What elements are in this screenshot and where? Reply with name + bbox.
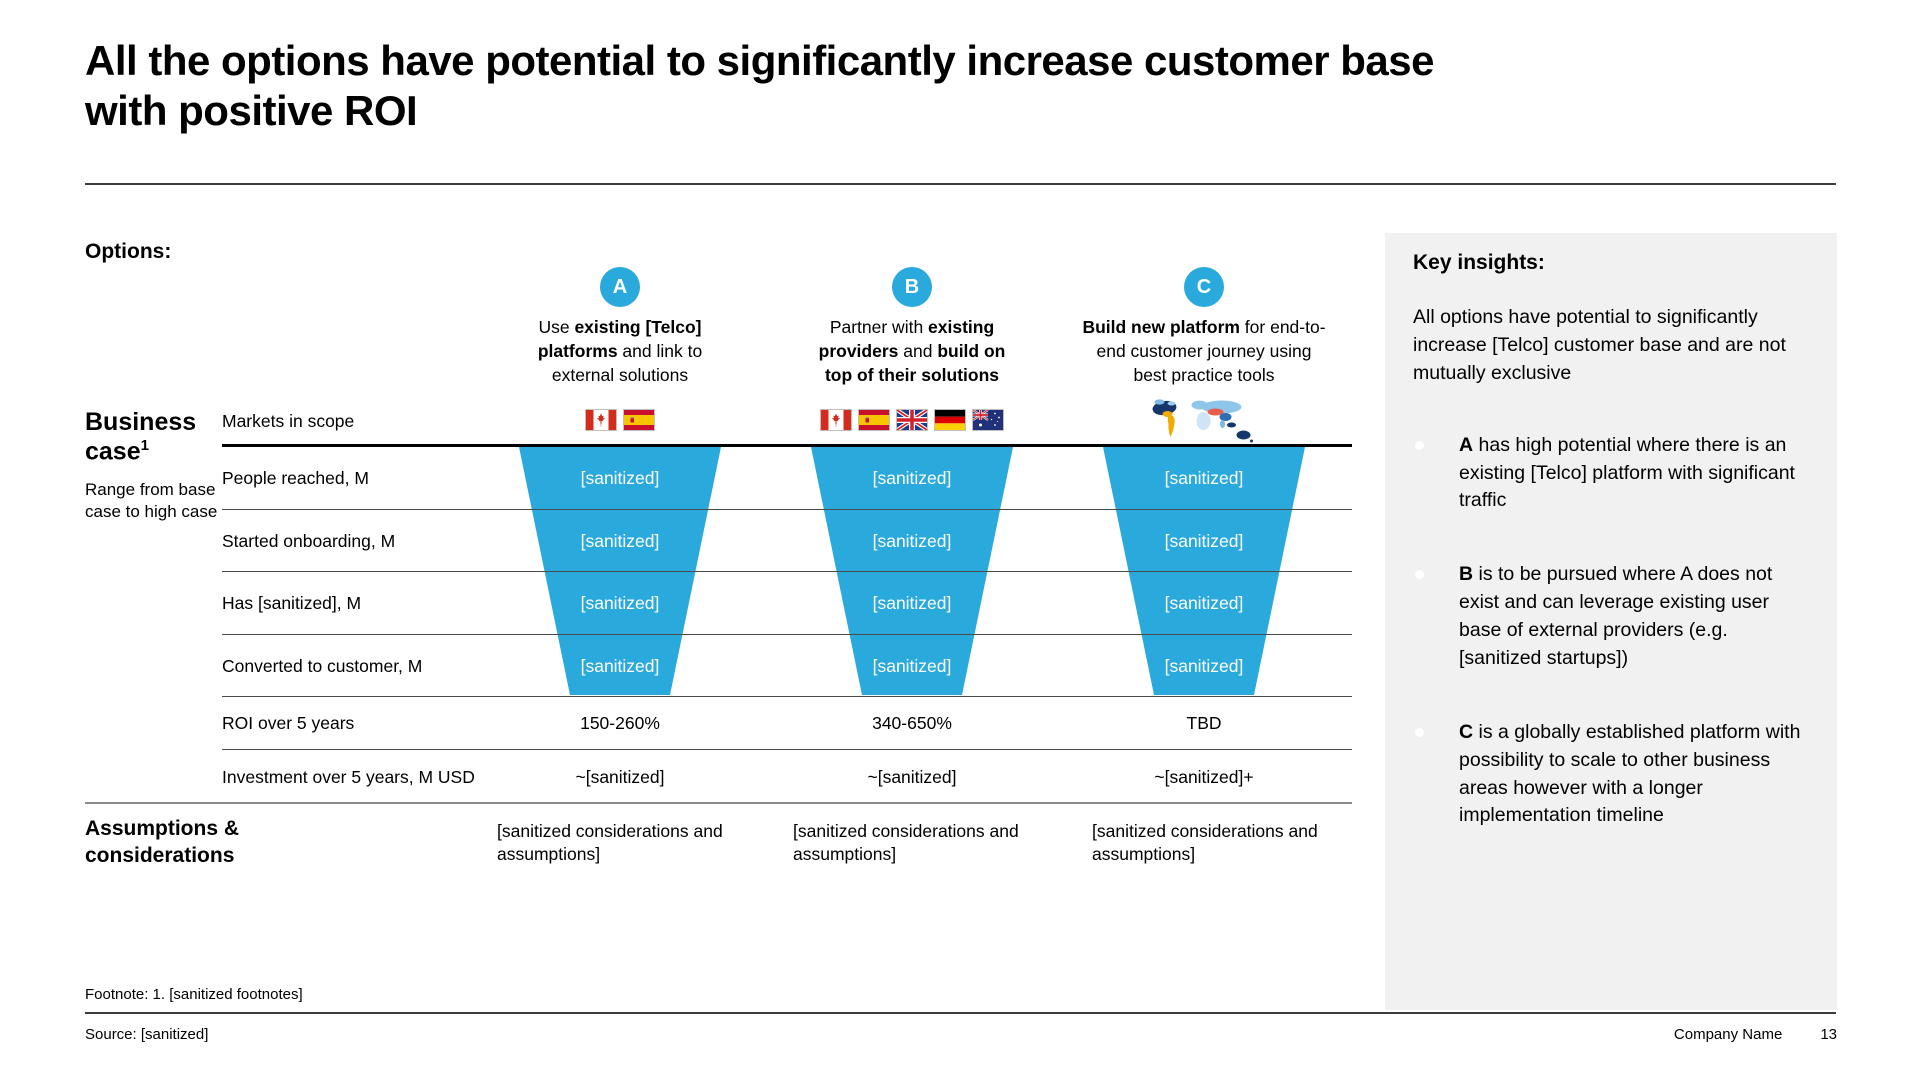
option-description-b: Partner with existing providers and buil…	[818, 317, 1006, 385]
row-divider	[222, 749, 1352, 750]
flag-spain-icon	[624, 410, 654, 430]
funnel-value: [sanitized]	[1164, 531, 1244, 551]
business-case-footnote-ref: 1	[140, 436, 149, 454]
option-description-c: Build new platform for end-to-end custom…	[1082, 317, 1326, 385]
option-badge-a: A	[600, 267, 640, 307]
row-label-investment: Investment over 5 years, M USD	[222, 767, 475, 787]
option-badge-c: C	[1184, 267, 1224, 307]
assumptions-text-a: [sanitized considerations and assumption…	[497, 821, 723, 865]
funnel-value: [sanitized]	[580, 531, 660, 551]
company-name: Company Name	[1673, 1026, 1783, 1043]
row-label-has: Has [sanitized], M	[222, 593, 362, 613]
row-label-markets: Markets in scope	[222, 411, 355, 431]
key-insights-panel: Key insights: All options have potential…	[1385, 233, 1837, 1010]
assumptions-text-b: [sanitized considerations and assumption…	[793, 821, 1019, 865]
funnel-value: [sanitized]	[872, 593, 952, 613]
option-description-a: Use existing [Telco] platforms and link …	[537, 317, 703, 385]
row-divider	[222, 634, 1352, 635]
flag-spain-icon	[859, 410, 889, 430]
funnel-value: [sanitized]	[580, 468, 660, 488]
page-number: 13	[1820, 1026, 1837, 1043]
flag-canada-icon	[821, 410, 851, 430]
key-insights-title: Key insights:	[1413, 251, 1545, 274]
assumptions-text-c: [sanitized considerations and assumption…	[1092, 821, 1318, 865]
assumptions-divider	[85, 802, 1352, 804]
title-rule	[85, 183, 1836, 185]
key-insight-bullet-c: C is a globally established platform wit…	[1413, 719, 1809, 831]
row-divider	[222, 571, 1352, 572]
markets-map-c	[1152, 397, 1257, 445]
funnel-value: [sanitized]	[1164, 656, 1244, 676]
investment-value-a: ~[sanitized]	[575, 767, 665, 787]
row-label-people-reached: People reached, M	[222, 468, 369, 488]
flag-canada-icon	[586, 410, 616, 430]
roi-value-c: TBD	[1186, 713, 1222, 733]
row-label-started-onboarding: Started onboarding, M	[222, 531, 396, 551]
key-insights-intro: All options have potential to significan…	[1413, 306, 1786, 384]
page-title: All the options have potential to signif…	[85, 37, 1435, 134]
roi-value-b: 340-650%	[872, 713, 952, 733]
markets-flags-b	[821, 410, 1003, 430]
funnel-value: [sanitized]	[872, 468, 952, 488]
flag-uk-icon	[897, 410, 927, 430]
key-insights-list: A has high potential where there is an e…	[1413, 432, 1809, 831]
funnel-value: [sanitized]	[872, 656, 952, 676]
investment-value-c: ~[sanitized]+	[1154, 767, 1254, 787]
investment-value-b: ~[sanitized]	[867, 767, 957, 787]
row-label-converted: Converted to customer, M	[222, 656, 423, 676]
funnel-value: [sanitized]	[580, 656, 660, 676]
footer-right: Company Name 13	[1560, 1026, 1837, 1043]
options-label: Options:	[85, 240, 172, 263]
source: Source: [sanitized]	[85, 1026, 209, 1043]
business-case-label: Business case1	[85, 408, 197, 466]
business-case-sublabel: Range from base case to high case	[85, 480, 218, 522]
row-label-roi: ROI over 5 years	[222, 713, 355, 733]
option-badge-b: B	[892, 267, 932, 307]
funnel-value: [sanitized]	[1164, 593, 1244, 613]
table-top-rule	[222, 444, 1352, 447]
row-divider	[222, 509, 1352, 510]
key-insight-bullet-b: B is to be pursued where A does not exis…	[1413, 561, 1809, 673]
footer-rule	[85, 1012, 1836, 1014]
funnel-value: [sanitized]	[872, 531, 952, 551]
assumptions-label: Assumptions & considerations	[85, 817, 240, 867]
flag-germany-icon	[935, 410, 965, 430]
world-map-icon	[1152, 397, 1257, 445]
footnote: Footnote: 1. [sanitized footnotes]	[85, 986, 303, 1003]
flag-australia-icon	[973, 410, 1003, 430]
funnel-value: [sanitized]	[1164, 468, 1244, 488]
row-divider	[222, 696, 1352, 697]
markets-flags-a	[586, 410, 654, 430]
roi-value-a: 150-260%	[580, 713, 660, 733]
key-insight-bullet-a: A has high potential where there is an e…	[1413, 432, 1809, 516]
funnel-value: [sanitized]	[580, 593, 660, 613]
